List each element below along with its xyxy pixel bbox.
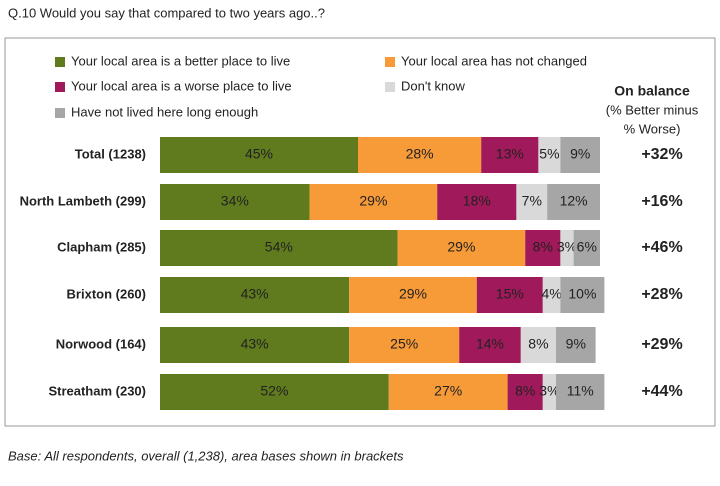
- category-label: Streatham (230): [48, 383, 146, 398]
- value-label: 29%: [359, 193, 387, 209]
- balance-value: +16%: [641, 193, 682, 210]
- balance-value: +32%: [641, 146, 682, 163]
- value-label: 43%: [241, 286, 269, 302]
- legend-swatch: [385, 57, 395, 67]
- value-label: 3%: [557, 239, 577, 255]
- value-label: 10%: [568, 286, 596, 302]
- bar-segment: [349, 277, 477, 313]
- bar-segment: [547, 184, 600, 220]
- frame: [4, 37, 716, 427]
- bar-segment: [397, 230, 526, 266]
- bar-segment: [520, 327, 556, 363]
- value-label: 29%: [399, 286, 427, 302]
- value-label: 29%: [447, 239, 475, 255]
- legend-swatch: [55, 82, 65, 92]
- value-label: 54%: [265, 239, 293, 255]
- value-label: 14%: [476, 336, 504, 352]
- value-label: 8%: [528, 336, 548, 352]
- value-label: 45%: [245, 146, 273, 162]
- value-label: 5%: [539, 146, 559, 162]
- bar-segment: [560, 277, 605, 313]
- chart-title: Q.10 Would you say that compared to two …: [8, 5, 325, 20]
- value-label: 18%: [463, 193, 491, 209]
- legend-label: Don't know: [401, 78, 466, 93]
- legend-label: Your local area is a worse place to live: [71, 78, 292, 93]
- value-label: 9%: [570, 146, 590, 162]
- bar-segment: [525, 230, 561, 266]
- legend-label: Your local area is a better place to liv…: [71, 53, 290, 68]
- bar-segment: [358, 137, 482, 173]
- bar-segment: [437, 184, 517, 220]
- value-label: 12%: [560, 193, 588, 209]
- value-label: 8%: [533, 239, 553, 255]
- legend-label: Your local area has not changed: [401, 53, 587, 68]
- bar-segment: [560, 137, 600, 173]
- value-label: 27%: [434, 383, 462, 399]
- value-label: 11%: [567, 383, 594, 399]
- legend-swatch: [55, 57, 65, 67]
- bar-segment: [507, 374, 543, 410]
- bar-segment: [160, 277, 350, 313]
- value-label: 13%: [496, 146, 524, 162]
- bar-segment: [388, 374, 508, 410]
- bar-segment: [349, 327, 460, 363]
- value-label: 43%: [241, 336, 269, 352]
- bar-segment: [556, 327, 596, 363]
- bar-segment: [481, 137, 539, 173]
- legend-swatch: [55, 108, 65, 118]
- value-label: 3%: [539, 383, 559, 399]
- balance-value: +28%: [641, 286, 682, 303]
- category-label: Clapham (285): [57, 239, 146, 254]
- legend-label: Have not lived here long enough: [71, 104, 258, 119]
- bar-segment: [573, 230, 600, 266]
- bar-segment: [160, 137, 358, 173]
- footnote: Base: All respondents, overall (1,238), …: [8, 448, 404, 463]
- bar-segment: [560, 230, 574, 266]
- bar-segment: [160, 327, 350, 363]
- bar-segment: [160, 230, 398, 266]
- bar-segment: [542, 374, 556, 410]
- balance-subtitle: (% Better minus: [606, 102, 699, 117]
- value-label: 15%: [496, 286, 524, 302]
- value-label: 7%: [522, 193, 542, 209]
- balance-value: +44%: [641, 383, 682, 400]
- category-label: Brixton (260): [67, 286, 146, 301]
- category-label: Total (1238): [75, 146, 146, 161]
- value-label: 6%: [577, 239, 597, 255]
- value-label: 25%: [390, 336, 418, 352]
- balance-value: +46%: [641, 239, 682, 256]
- value-label: 28%: [406, 146, 434, 162]
- bar-segment: [556, 374, 605, 410]
- category-label: North Lambeth (299): [20, 193, 146, 208]
- balance-subtitle: % Worse): [624, 121, 681, 136]
- value-label: 9%: [566, 336, 586, 352]
- bar-segment: [542, 277, 561, 313]
- bar-segment: [538, 137, 561, 173]
- value-label: 8%: [515, 383, 535, 399]
- balance-value: +29%: [641, 336, 682, 353]
- bar-segment: [476, 277, 543, 313]
- value-label: 34%: [221, 193, 249, 209]
- bar-segment: [160, 374, 389, 410]
- legend-swatch: [385, 82, 395, 92]
- bar-segment: [459, 327, 521, 363]
- bar-segment: [516, 184, 548, 220]
- value-label: 4%: [541, 286, 561, 302]
- category-label: Norwood (164): [56, 336, 146, 351]
- bar-segment: [309, 184, 438, 220]
- bar-segment: [160, 184, 310, 220]
- value-label: 52%: [260, 383, 288, 399]
- balance-title: On balance: [614, 83, 690, 99]
